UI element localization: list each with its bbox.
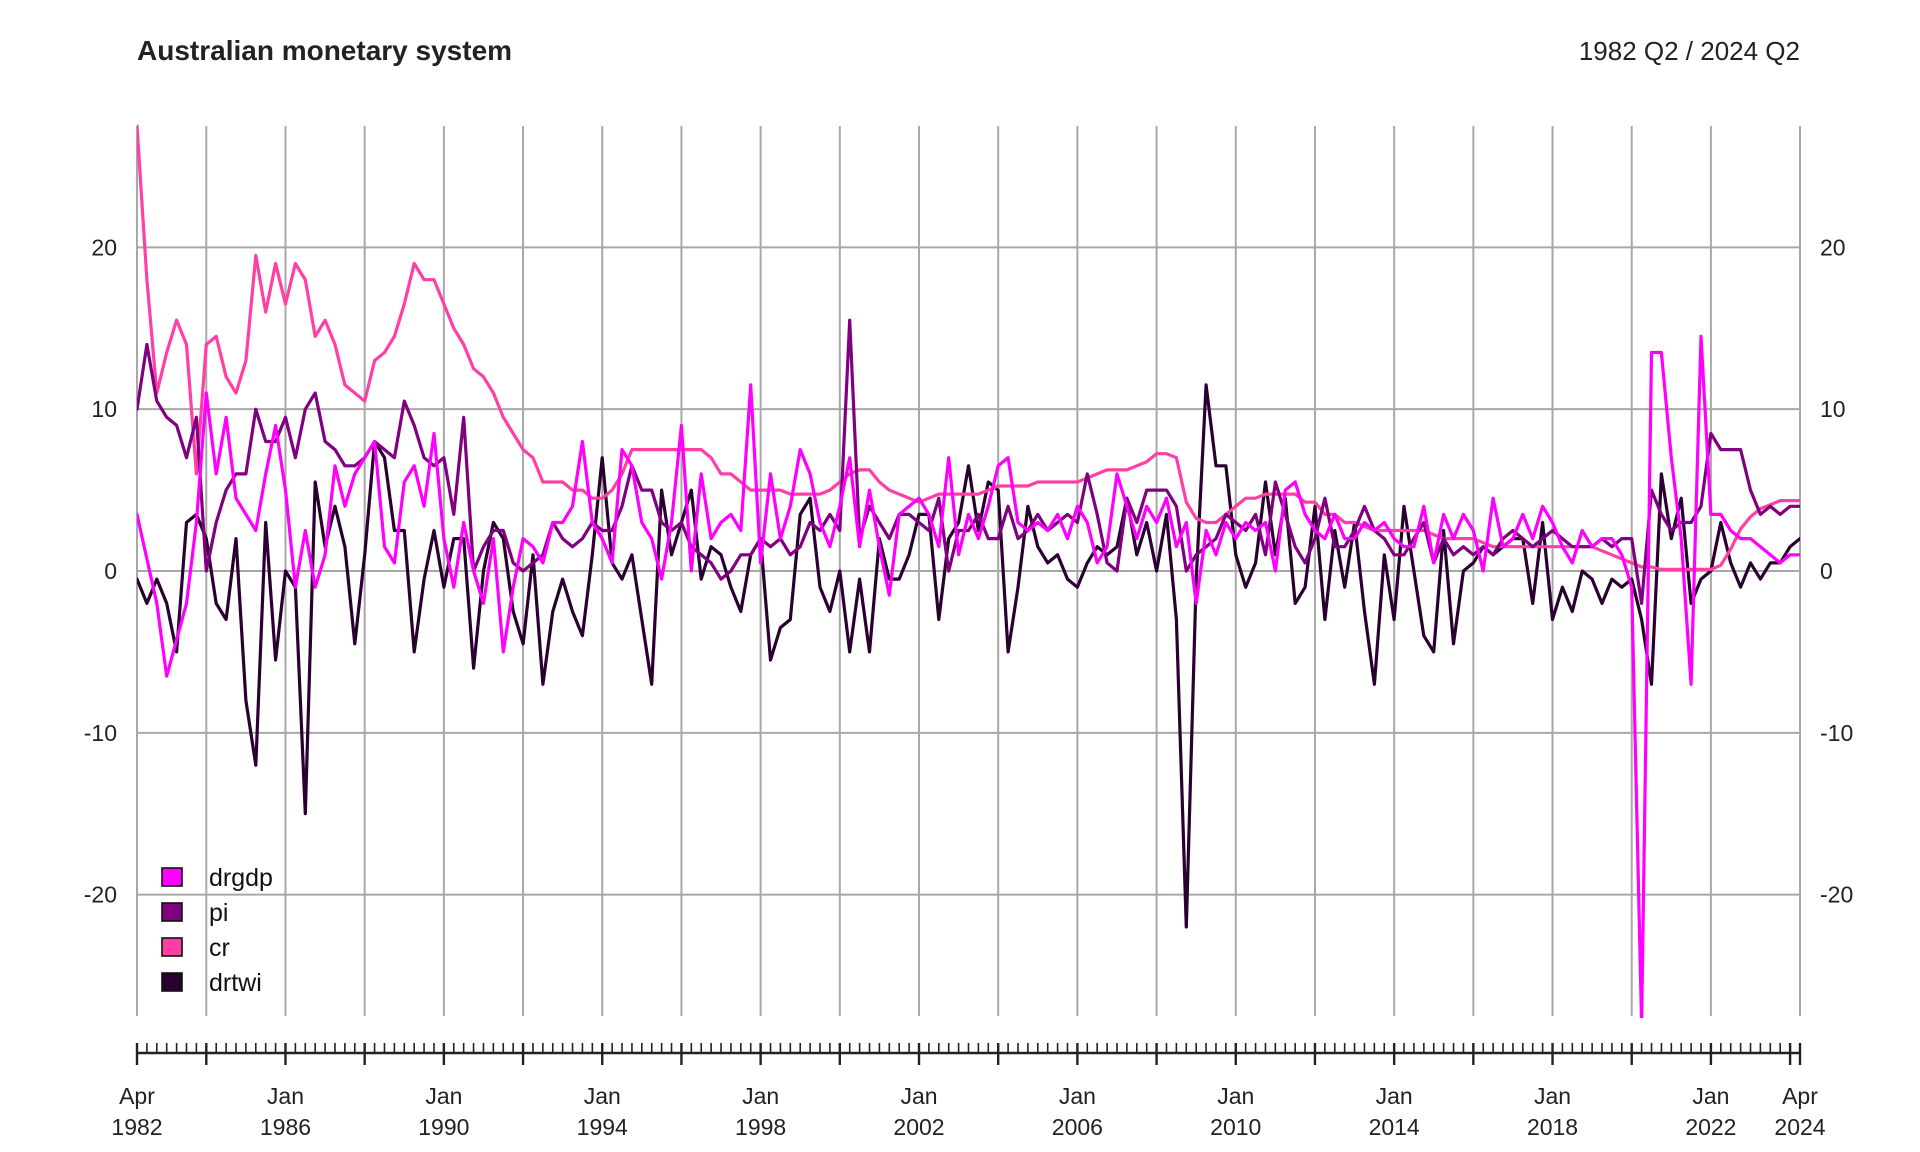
x-tick-label-year: 2010 xyxy=(1210,1114,1261,1140)
x-tick-label-year: 1982 xyxy=(111,1114,162,1140)
x-tick-label-year: 2018 xyxy=(1527,1114,1578,1140)
x-tick-label-month: Apr xyxy=(119,1083,155,1109)
y-tick-label-left: 20 xyxy=(91,234,117,260)
y-axis: -20 -20 -10 -10 0 0 10 10 20 20 xyxy=(84,234,1854,907)
x-tick-label-month: Apr xyxy=(1782,1083,1818,1109)
series-line-drgdp xyxy=(137,334,1800,1018)
legend-label-cr: cr xyxy=(209,934,230,962)
x-tick-label-year: 1998 xyxy=(735,1114,786,1140)
legend-label-pi: pi xyxy=(209,899,228,927)
series-line-cr xyxy=(137,124,1800,571)
legend-swatch-pi xyxy=(161,902,183,922)
y-tick-label-left: -10 xyxy=(84,720,117,746)
legend-label-drgdp: drgdp xyxy=(209,864,273,892)
x-tick-label-year: 1990 xyxy=(418,1114,469,1140)
x-tick-label-month: Jan xyxy=(267,1083,304,1109)
x-tick-label-year: 2022 xyxy=(1685,1114,1736,1140)
legend-swatch-drgdp xyxy=(161,867,183,887)
x-tick-label-year: 2006 xyxy=(1052,1114,1103,1140)
x-tick-label-month: Jan xyxy=(1692,1083,1729,1109)
x-tick-label-month: Jan xyxy=(425,1083,462,1109)
x-tick-label-year: 1994 xyxy=(577,1114,628,1140)
x-tick-label-month: Jan xyxy=(1534,1083,1571,1109)
x-tick-label-month: Jan xyxy=(584,1083,621,1109)
series-line-drtwi xyxy=(137,383,1800,929)
y-tick-label-right: 0 xyxy=(1820,558,1833,584)
x-tick-label-year: 2014 xyxy=(1369,1114,1420,1140)
legend-swatch-cr xyxy=(161,937,183,957)
y-tick-label-right: 10 xyxy=(1820,396,1846,422)
x-tick-label-month: Jan xyxy=(1217,1083,1254,1109)
y-tick-label-right: -10 xyxy=(1820,720,1853,746)
x-tick-label-month: Jan xyxy=(1059,1083,1096,1109)
x-tick-label-year: 2002 xyxy=(893,1114,944,1140)
x-tick-label-month: Jan xyxy=(900,1083,937,1109)
legend-swatch-drtwi xyxy=(161,972,183,992)
series-line-pi xyxy=(137,318,1800,605)
y-tick-label-left: -20 xyxy=(84,882,117,908)
legend-label-drtwi: drtwi xyxy=(209,969,262,997)
series-group xyxy=(137,124,1800,1018)
x-tick-label-month: Jan xyxy=(742,1083,779,1109)
y-tick-label-left: 0 xyxy=(104,558,117,584)
x-tick-label-year: 2024 xyxy=(1774,1114,1825,1140)
x-axis: Apr 1982 Jan 1986 Jan 1990 Jan 1994 Jan 1998 Jan 20… xyxy=(111,1043,1826,1140)
grid xyxy=(136,126,1801,1016)
x-tick-label-month: Jan xyxy=(1376,1083,1413,1109)
x-tick-label-year: 1986 xyxy=(260,1114,311,1140)
y-tick-label-right: 20 xyxy=(1820,234,1846,260)
y-tick-label-left: 10 xyxy=(91,396,117,422)
y-tick-label-right: -20 xyxy=(1820,882,1853,908)
period-label: 1982 Q2 / 2024 Q2 xyxy=(1579,36,1800,66)
chart-title: Australian monetary system xyxy=(137,35,512,66)
legend: drgdp pi cr drtwi xyxy=(161,864,273,997)
